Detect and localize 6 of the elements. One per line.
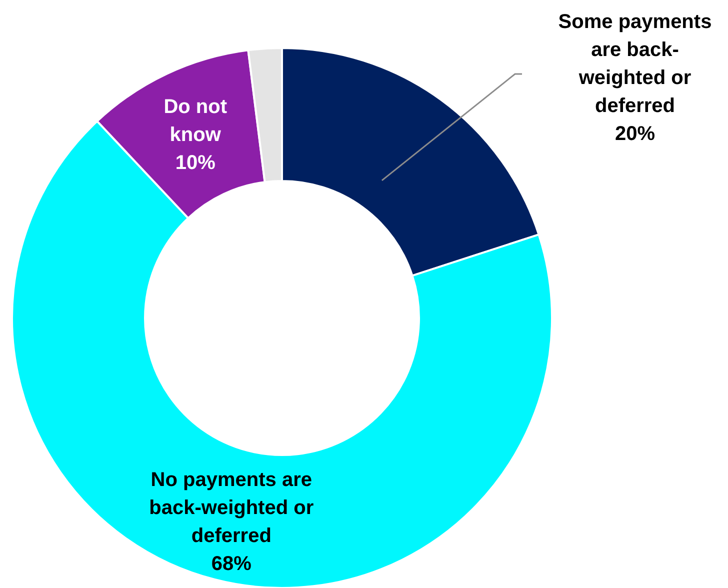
- data-label: 20%: [614, 123, 656, 145]
- data-label: 68%: [211, 553, 252, 575]
- slice-label: Some payments are back-weighted or deferred: [558, 11, 712, 117]
- slice-label: No payments are back-weighted or deferred: [149, 469, 314, 547]
- data-label: 10%: [175, 152, 216, 174]
- slice-label: Do not know: [164, 96, 228, 146]
